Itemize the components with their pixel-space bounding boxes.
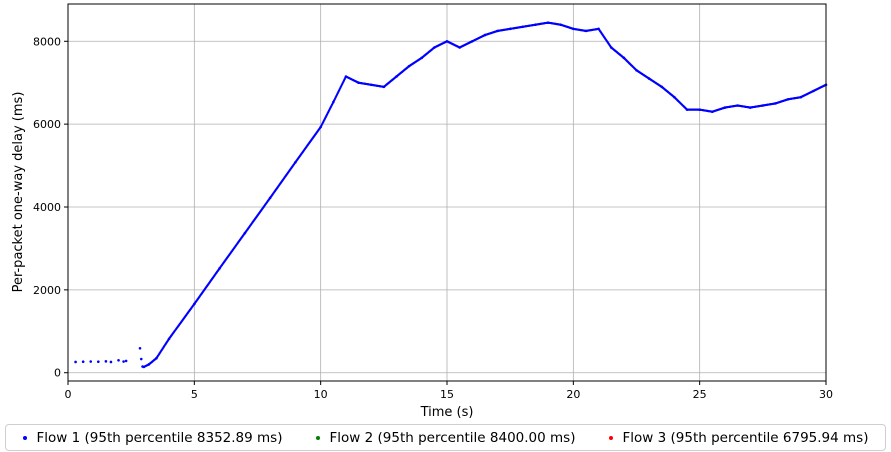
legend-label-flow3: Flow 3 (95th percentile 6795.94 ms) — [622, 429, 869, 446]
legend: Flow 1 (95th percentile 8352.89 ms) Flow… — [5, 424, 886, 451]
flow3-marker-icon — [608, 435, 613, 440]
legend-item-flow2: Flow 2 (95th percentile 8400.00 ms) — [315, 429, 576, 446]
x-tick-label: 15 — [440, 388, 454, 401]
flow1-data-point — [97, 360, 100, 364]
legend-item-flow1: Flow 1 (95th percentile 8352.89 ms) — [22, 429, 283, 446]
y-tick-label: 0 — [54, 367, 61, 380]
data-points — [74, 21, 828, 369]
axis-ticks: 0 5 10 15 20 25 30 0 2000 4000 6000 8000 — [33, 35, 833, 401]
flow1-data-point — [138, 346, 142, 350]
flow1-data-point — [109, 360, 113, 364]
flow1-data-point — [74, 360, 77, 364]
flow1-data-point — [89, 360, 93, 363]
x-tick-label: 10 — [314, 388, 328, 401]
legend-label-flow2: Flow 2 (95th percentile 8400.00 ms) — [329, 429, 576, 446]
x-axis-label: Time (s) — [420, 405, 474, 420]
flow1-data-point — [124, 359, 128, 363]
grid-lines — [67, 4, 827, 381]
x-tick-label: 0 — [65, 388, 72, 401]
flow1-data-point — [104, 360, 108, 363]
flow1-data-point — [139, 357, 143, 361]
y-tick-label: 6000 — [33, 118, 61, 131]
y-axis-label: Per-packet one-way delay (ms) — [11, 92, 26, 293]
flow1-data-point — [81, 360, 85, 364]
x-tick-label: 20 — [566, 388, 580, 401]
x-tick-label: 30 — [819, 388, 833, 401]
delay-chart: 0 5 10 15 20 25 30 0 2000 4000 6000 8000 Time (s) P… — [11, 3, 833, 420]
flow1-data-point — [117, 358, 120, 362]
y-tick-label: 2000 — [33, 284, 61, 297]
y-tick-label: 4000 — [33, 201, 61, 214]
x-tick-label: 5 — [191, 388, 198, 401]
flow2-marker-icon — [315, 435, 320, 440]
y-tick-label: 8000 — [33, 35, 61, 48]
legend-label-flow1: Flow 1 (95th percentile 8352.89 ms) — [36, 429, 283, 446]
legend-item-flow3: Flow 3 (95th percentile 6795.94 ms) — [608, 429, 869, 446]
flow1-marker-icon — [22, 435, 27, 440]
flow1-data-point — [122, 360, 125, 363]
x-tick-label: 25 — [693, 388, 707, 401]
